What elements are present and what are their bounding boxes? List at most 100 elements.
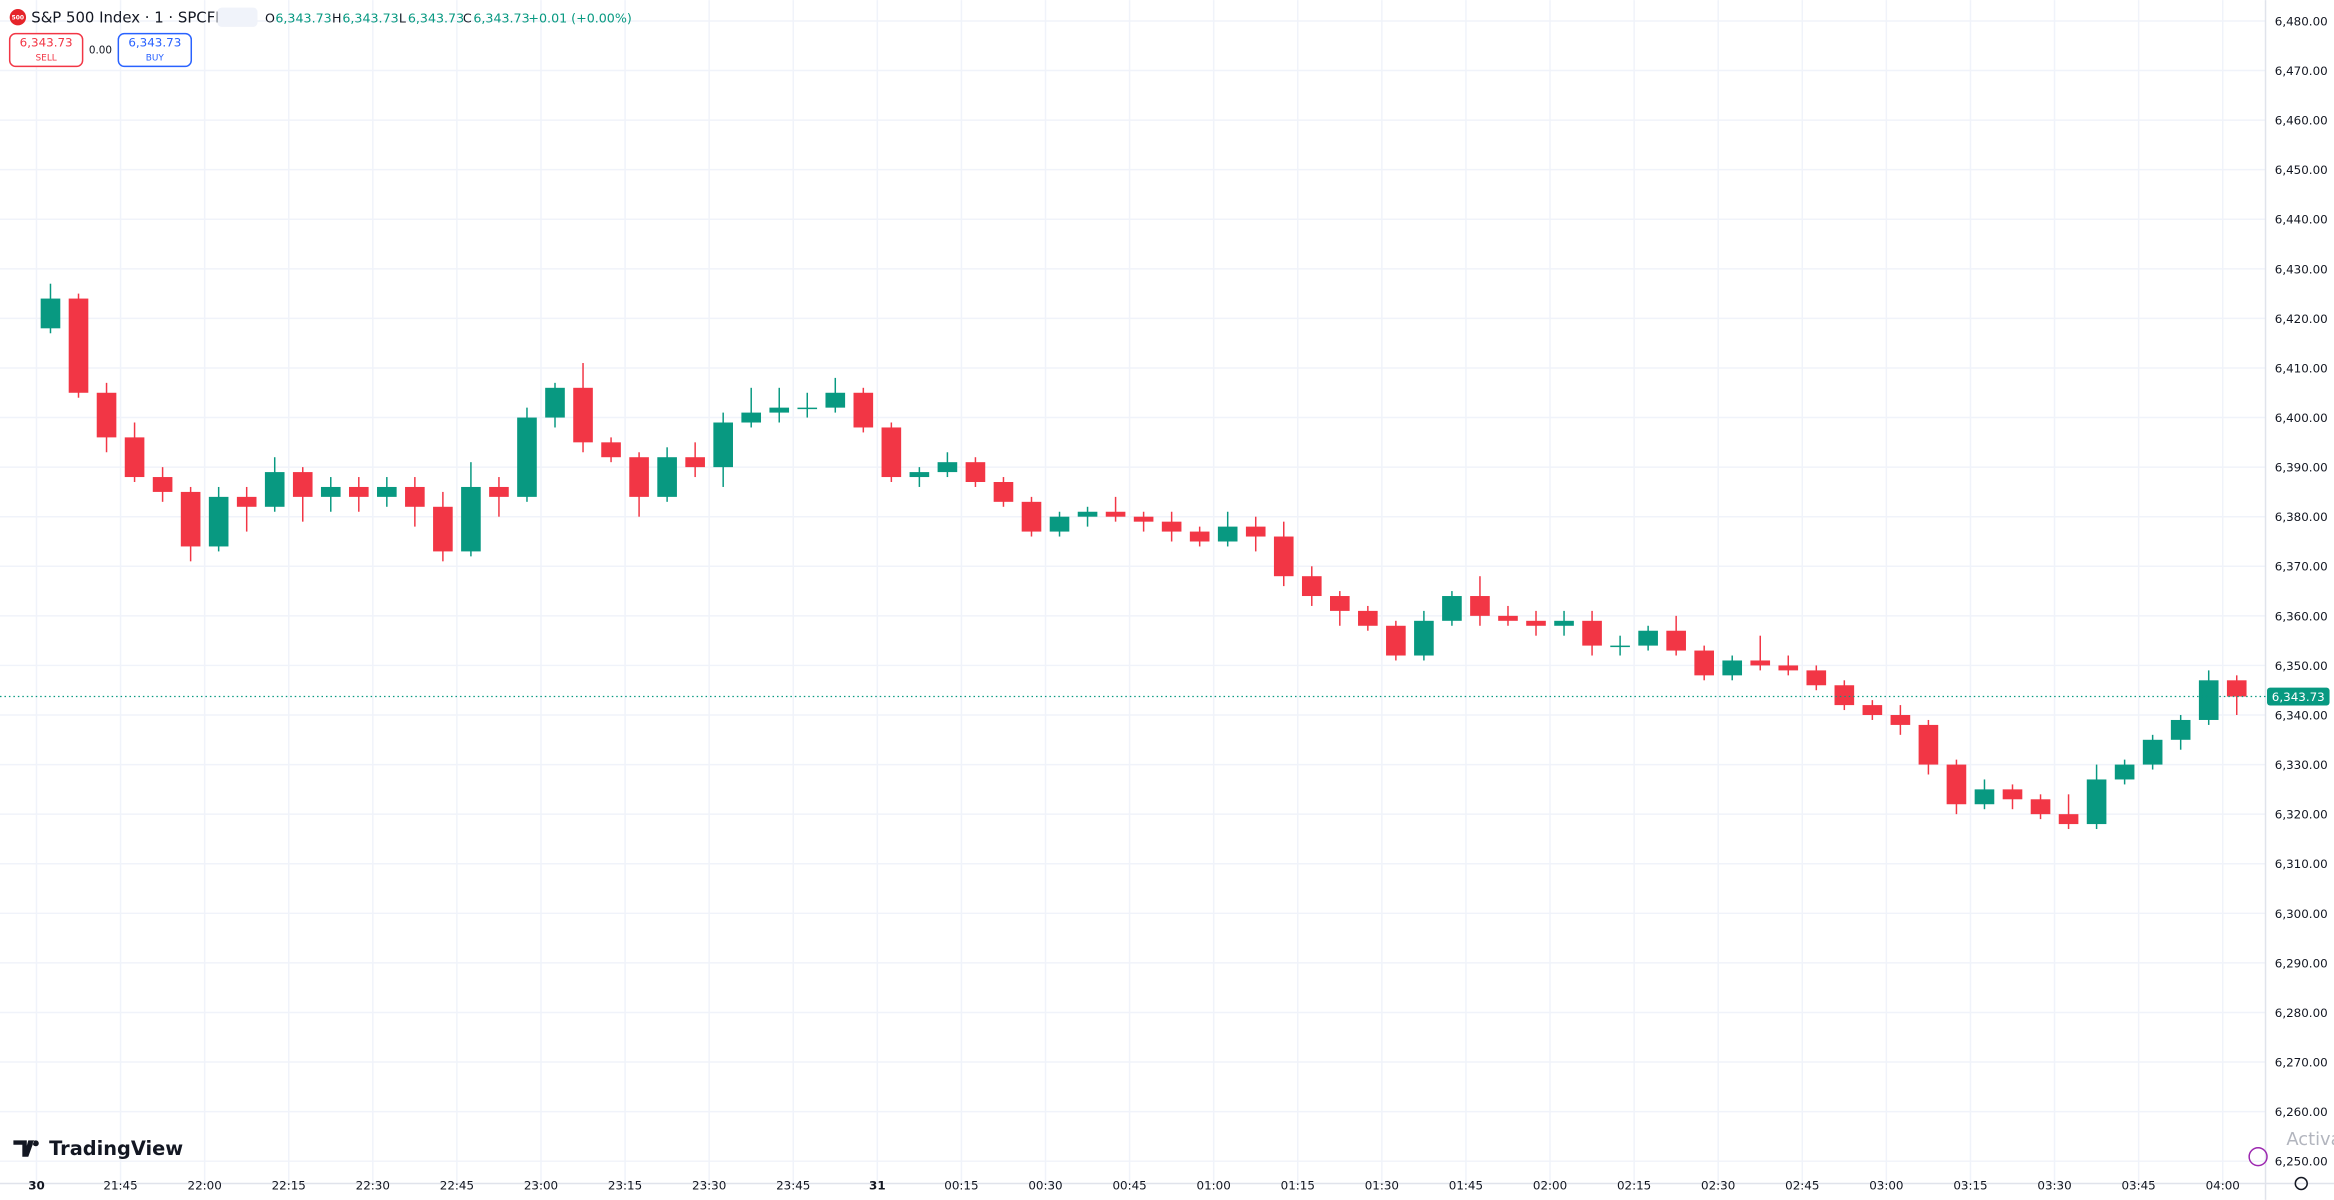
y-tick-label: 6,280.00 bbox=[2275, 1006, 2328, 1020]
x-tick-label: 02:00 bbox=[1533, 1178, 1567, 1192]
y-tick-label: 6,270.00 bbox=[2275, 1056, 2328, 1070]
candle-body bbox=[2058, 814, 2079, 825]
candle-body bbox=[320, 486, 341, 497]
candle-body bbox=[573, 387, 593, 443]
x-tick-label: 01:30 bbox=[1365, 1178, 1399, 1192]
candle-body bbox=[1806, 670, 1827, 686]
y-tick-label: 6,430.00 bbox=[2275, 262, 2328, 276]
y-tick-label: 6,460.00 bbox=[2275, 114, 2328, 128]
x-tick-label: 02:15 bbox=[1617, 1178, 1651, 1192]
candle-body bbox=[2002, 789, 2023, 800]
buy-button[interactable] bbox=[117, 32, 193, 68]
y-tick-label: 6,360.00 bbox=[2275, 609, 2328, 623]
y-tick-label: 6,400.00 bbox=[2275, 411, 2328, 425]
candle-body bbox=[1217, 526, 1238, 542]
candle-body bbox=[881, 427, 902, 478]
candle-body bbox=[40, 298, 61, 329]
candle-body bbox=[68, 298, 89, 393]
candle-body bbox=[853, 392, 874, 428]
alert-icon[interactable] bbox=[2248, 1147, 2268, 1167]
candle-body bbox=[1778, 665, 1799, 671]
y-tick-label: 6,340.00 bbox=[2275, 708, 2328, 722]
x-tick-label: 03:30 bbox=[2037, 1178, 2071, 1192]
candle-body bbox=[1862, 705, 1883, 716]
candle-body bbox=[2170, 719, 2191, 740]
y-tick-label: 6,420.00 bbox=[2275, 312, 2328, 326]
sell-button[interactable] bbox=[8, 32, 84, 68]
candle-body bbox=[1133, 516, 1154, 522]
spread: 0.00 bbox=[89, 45, 112, 57]
l-value: 6,343.73 bbox=[408, 10, 464, 25]
candle-body bbox=[1918, 724, 1939, 765]
y-tick-label: 6,470.00 bbox=[2275, 64, 2328, 78]
candle-body bbox=[797, 407, 818, 410]
candle-body bbox=[1526, 620, 1546, 626]
candle-body bbox=[2086, 779, 2107, 825]
settings-icon[interactable] bbox=[2294, 1176, 2308, 1191]
x-tick-label: 03:00 bbox=[1869, 1178, 1903, 1192]
candle-body bbox=[1049, 516, 1070, 532]
candle-body bbox=[965, 462, 986, 483]
buy-label[interactable]: BUY bbox=[146, 53, 165, 63]
logo-text: TradingView bbox=[49, 1137, 183, 1160]
candle-body bbox=[1554, 620, 1574, 626]
candle-body bbox=[1301, 576, 1322, 597]
candle-body bbox=[1161, 521, 1182, 532]
y-tick-label: 6,450.00 bbox=[2275, 163, 2328, 177]
x-tick-label: 03:15 bbox=[1953, 1178, 1987, 1192]
h-value: 6,343.73 bbox=[342, 10, 398, 25]
candle-body bbox=[152, 477, 173, 492]
l-label: L bbox=[399, 10, 406, 25]
h-label: H bbox=[332, 10, 342, 25]
y-tick-label: 6,350.00 bbox=[2275, 659, 2328, 673]
y-tick-label: 6,320.00 bbox=[2275, 808, 2328, 822]
candle-body bbox=[1638, 630, 1658, 646]
candle-body bbox=[1021, 501, 1042, 532]
candle-body bbox=[348, 486, 369, 497]
y-tick-label: 6,310.00 bbox=[2275, 857, 2328, 871]
candle-body bbox=[1498, 615, 1518, 621]
candle-body bbox=[1077, 511, 1098, 517]
candle-body bbox=[2142, 739, 2163, 765]
candle-body bbox=[1722, 660, 1743, 676]
c-value: 6,343.73 bbox=[473, 10, 529, 25]
sell-price[interactable]: 6,343.73 bbox=[20, 35, 73, 49]
x-tick-label: 01:15 bbox=[1281, 1178, 1315, 1192]
x-tick-label: 00:30 bbox=[1028, 1178, 1062, 1192]
buy-price[interactable]: 6,343.73 bbox=[128, 35, 181, 49]
candle-body bbox=[1946, 764, 1967, 805]
candle-body bbox=[180, 491, 201, 547]
y-tick-label: 6,440.00 bbox=[2275, 213, 2328, 227]
watermark: Activa bbox=[2286, 1129, 2334, 1150]
y-tick-label: 6,250.00 bbox=[2275, 1155, 2328, 1169]
candle-body bbox=[292, 472, 313, 497]
x-tick-label: 00:45 bbox=[1112, 1178, 1146, 1192]
c-label: C bbox=[463, 10, 472, 25]
x-tick-label: 22:45 bbox=[440, 1178, 474, 1192]
candle-body bbox=[657, 457, 677, 497]
logo-icon bbox=[13, 1140, 39, 1157]
candle-body bbox=[1189, 531, 1210, 542]
candle-body bbox=[433, 506, 453, 552]
candle-body bbox=[1414, 620, 1434, 656]
indicator-toggle[interactable] bbox=[217, 7, 258, 27]
candle-body bbox=[1105, 511, 1126, 517]
y-tick-label: 6,290.00 bbox=[2275, 956, 2328, 970]
x-tick-label: 22:15 bbox=[272, 1178, 306, 1192]
x-tick-label: 23:45 bbox=[776, 1178, 810, 1192]
candle-body bbox=[2114, 764, 2135, 780]
change: +0.01 (+0.00%) bbox=[528, 10, 631, 25]
sell-label[interactable]: SELL bbox=[36, 53, 57, 63]
x-tick-label: 30 bbox=[28, 1178, 45, 1192]
y-tick-label: 6,410.00 bbox=[2275, 361, 2328, 375]
symbol-title[interactable]: S&P 500 Index · 1 · SPCFD bbox=[31, 8, 226, 26]
candle-body bbox=[236, 496, 257, 507]
candle-body bbox=[1358, 610, 1378, 626]
candle-body bbox=[405, 486, 425, 507]
o-label: O bbox=[265, 10, 275, 25]
candle-body bbox=[601, 442, 621, 458]
x-tick-label: 22:00 bbox=[188, 1178, 222, 1192]
